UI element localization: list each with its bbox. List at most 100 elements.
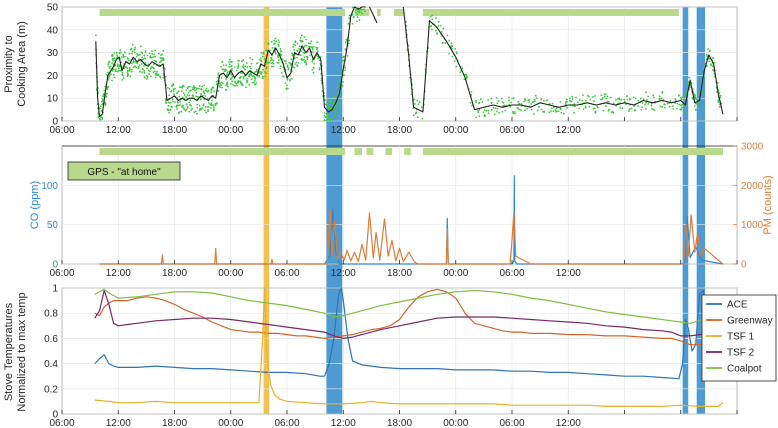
gps-point <box>707 48 709 50</box>
gps-point <box>202 90 205 93</box>
gps-point <box>612 102 615 105</box>
gps-point <box>303 36 306 38</box>
gps-point <box>103 89 106 92</box>
gps-point <box>532 113 535 115</box>
gps-point <box>490 101 493 104</box>
gps-point <box>571 95 574 98</box>
y-right-tick-label: 3000 <box>741 142 764 153</box>
gps-point <box>111 54 113 57</box>
gps-point <box>478 102 480 105</box>
gps-point <box>102 99 104 102</box>
gps-point <box>201 85 203 88</box>
gps-point <box>213 108 216 110</box>
gps-point <box>198 104 201 107</box>
gps-point <box>466 76 468 79</box>
gps-point <box>187 86 190 88</box>
gps-point <box>123 67 126 70</box>
gps-point <box>211 104 214 107</box>
gps-point <box>101 116 104 119</box>
x-tick-label: 18:00 <box>387 418 412 428</box>
gps-point <box>676 107 678 110</box>
gps-point <box>176 108 178 110</box>
gps-point <box>299 39 302 42</box>
gps-point <box>496 107 499 110</box>
gps-point <box>182 92 185 95</box>
highlight-span-gap <box>682 121 689 146</box>
gps-point <box>256 62 259 65</box>
gps-point <box>291 52 294 55</box>
gps-point <box>261 55 264 58</box>
gps-point <box>475 99 477 102</box>
gps-point <box>242 76 245 78</box>
gps-point <box>105 92 108 95</box>
gps-point <box>242 63 245 66</box>
gps-point <box>262 52 264 55</box>
gps-point <box>248 74 251 77</box>
gps-point <box>148 70 151 73</box>
gps-point <box>108 60 111 63</box>
gps-point <box>129 67 131 69</box>
gps-point <box>107 63 110 65</box>
gps-point <box>153 70 156 73</box>
gps-point <box>620 98 623 101</box>
gps-point <box>169 109 171 112</box>
proximity-y-label-line1: Proximity to <box>3 35 15 92</box>
gps-point <box>201 107 204 110</box>
gps-point <box>560 111 563 114</box>
gps-point <box>100 109 103 112</box>
gps-point <box>533 98 536 101</box>
gps-point <box>150 50 153 53</box>
gps-point <box>552 106 555 109</box>
gps-point <box>226 81 229 84</box>
gps-point <box>454 48 457 50</box>
x-tick-label: 06:00 <box>49 268 74 279</box>
gps-point <box>162 59 165 62</box>
gps-point <box>305 55 308 58</box>
gps-point <box>596 105 599 108</box>
legend-label: ACE <box>727 300 748 311</box>
gps-point <box>145 74 148 77</box>
gps-point <box>264 70 266 73</box>
highlight-span-gap <box>263 121 270 146</box>
gps-point <box>650 104 653 107</box>
gps-point <box>172 84 175 86</box>
gps-point <box>323 112 326 114</box>
gps-point <box>128 69 131 72</box>
gps-point <box>196 103 198 106</box>
gps-point <box>603 95 606 98</box>
gps-point <box>339 101 341 104</box>
gps-point <box>226 71 229 74</box>
y-tick-label: 20 <box>47 71 59 82</box>
gps-point <box>175 106 178 108</box>
gps-point <box>251 58 254 61</box>
gps-point <box>683 110 686 113</box>
gps-point <box>211 86 214 89</box>
gps-point <box>140 63 143 65</box>
gps-point <box>138 64 141 66</box>
gps-point <box>227 85 229 88</box>
highlight-span <box>682 288 689 414</box>
gps-point <box>216 102 218 104</box>
gps-point <box>253 79 256 82</box>
gps-point <box>668 105 671 108</box>
gps-point <box>167 101 170 104</box>
gps-point <box>605 97 607 100</box>
gps-point <box>292 45 294 48</box>
gps-point <box>584 105 587 108</box>
gps-point <box>296 64 298 67</box>
gps-point <box>160 54 162 57</box>
gps-point <box>681 96 684 99</box>
gps-point <box>185 103 188 106</box>
gps-point <box>131 50 134 53</box>
gps-bar <box>99 9 346 16</box>
gps-point <box>181 86 184 89</box>
gps-point <box>126 69 129 72</box>
gps-point <box>490 97 493 100</box>
gps-point <box>312 51 315 54</box>
gps-point <box>107 79 110 81</box>
gps-point <box>239 72 242 74</box>
gps-point <box>634 97 637 100</box>
gps-point <box>520 103 523 105</box>
gps-point <box>241 83 244 86</box>
gps-point <box>310 40 313 43</box>
